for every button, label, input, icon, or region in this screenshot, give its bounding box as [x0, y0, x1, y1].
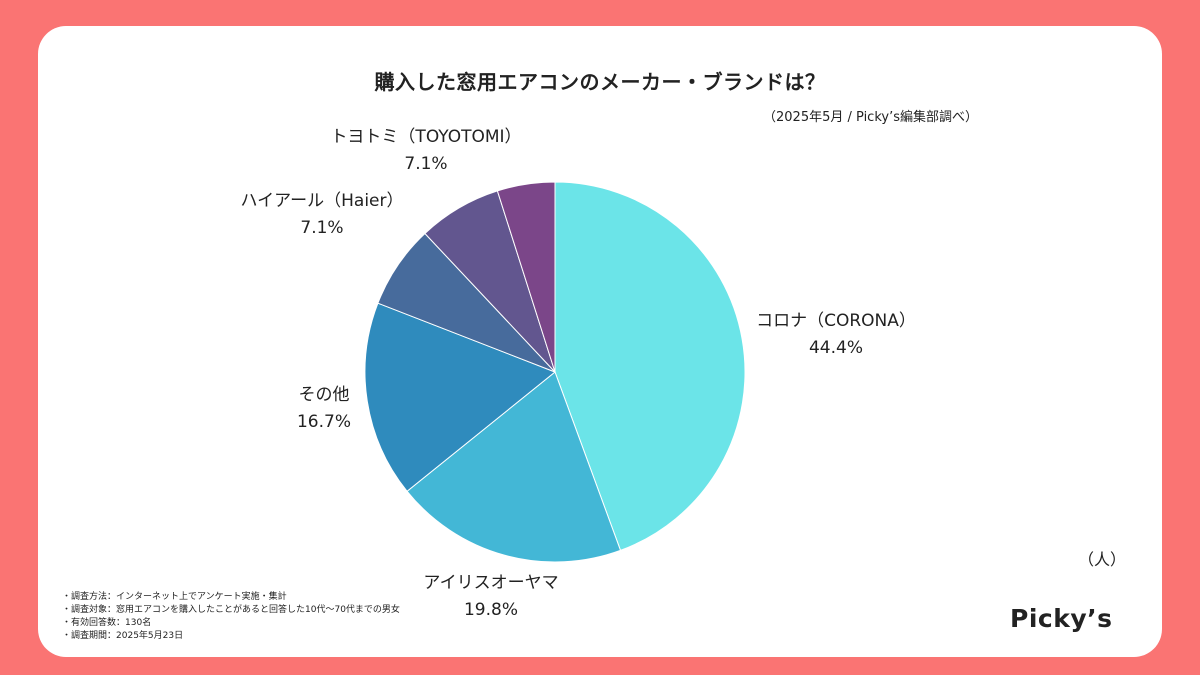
pie-slice-others [364, 302, 556, 492]
note-responses: 有効回答数：130名 [62, 617, 400, 630]
pie-slice-corona [554, 181, 746, 552]
brand-logo: Picky’s [1010, 604, 1113, 633]
slice-percent: 16.7% [296, 412, 352, 432]
slice-name: その他 [298, 385, 350, 405]
slice-percent: 7.1% [404, 154, 448, 174]
slice-label-others: その他 16.7% [297, 382, 351, 436]
note-method: 調査方法：インターネット上でアンケート実施・集計 [62, 591, 400, 604]
pie-slice-iris-ohyama [406, 371, 622, 563]
note-target: 調査対象：窓用エアコンを購入したことがあると回答した10代〜70代までの男女 [62, 604, 400, 617]
slice-label-corona: コロナ（CORONA） 44.4% [756, 308, 916, 362]
slice-name: ハイアール（Haier） [240, 191, 404, 211]
slice-label-toyotomi: トヨトミ（TOYOTOMI） 7.1% [330, 124, 521, 178]
note-period: 調査期間：2025年5月23日 [62, 630, 400, 643]
chart-title: 購入した窓用エアコンのメーカー・ブランドは？ [374, 70, 826, 94]
slice-percent: 19.8% [463, 600, 518, 620]
slice-name: アイリスオーヤマ [423, 573, 559, 593]
slice-label-haier: ハイアール（Haier） 7.1% [240, 188, 403, 242]
source-note: （2025年5月 / Picky’s編集部調べ） [763, 110, 978, 125]
slice-percent: 44.4% [808, 338, 864, 358]
slice-name: トヨトミ（TOYOTOMI） [330, 127, 522, 147]
slice-percent: 7.1% [300, 218, 344, 238]
unit-label: （人） [1078, 550, 1127, 569]
slice-label-iris-ohyama: アイリスオーヤマ 19.8% [423, 570, 558, 624]
slice-name: コロナ（CORONA） [756, 311, 916, 331]
survey-notes: 調査方法：インターネット上でアンケート実施・集計 調査対象：窓用エアコンを購入し… [62, 591, 400, 643]
pie-slice-unlabeled [496, 181, 556, 373]
